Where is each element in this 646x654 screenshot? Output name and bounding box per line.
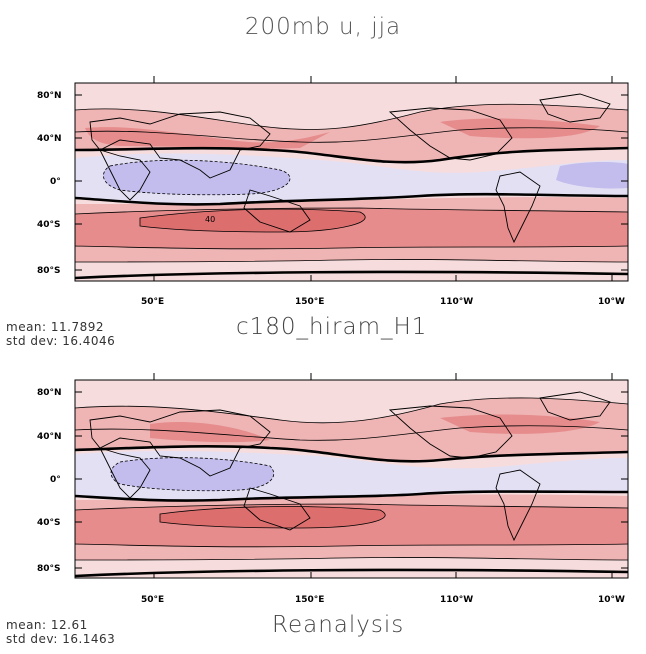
std-label-model: std dev: 16.4046 bbox=[6, 334, 116, 348]
y-tick-40n: 40°N bbox=[37, 134, 62, 144]
panel-subtitle-model: c180_hiram_H1 bbox=[236, 314, 428, 340]
x-tick-110w-2: 110°W bbox=[440, 595, 473, 605]
x-tick-10w-2: 10°W bbox=[598, 595, 625, 605]
x-tick-150e: 150°E bbox=[295, 297, 324, 307]
map-field-model: 40 bbox=[75, 83, 628, 281]
x-tick-10w: 10°W bbox=[598, 297, 625, 307]
std-label-reanalysis: std dev: 16.1463 bbox=[6, 632, 116, 646]
y-tick-80n-2: 80°N bbox=[37, 388, 62, 398]
y-tick-40s-2: 40°S bbox=[37, 518, 61, 528]
map-field-reanalysis bbox=[75, 380, 628, 578]
figure-title: 200mb u, jja bbox=[244, 14, 402, 40]
y-tick-40s: 40°S bbox=[37, 220, 61, 230]
map-ticks-reanalysis bbox=[75, 373, 628, 578]
y-tick-eq-2: 0° bbox=[50, 475, 61, 485]
x-tick-110w: 110°W bbox=[440, 297, 473, 307]
mean-label-model: mean: 11.7892 bbox=[6, 320, 105, 334]
map-frame-model bbox=[74, 82, 629, 282]
y-tick-80s-2: 80°S bbox=[37, 564, 61, 574]
x-tick-150e-2: 150°E bbox=[295, 595, 324, 605]
y-tick-eq: 0° bbox=[50, 177, 61, 187]
mean-label-reanalysis: mean: 12.61 bbox=[6, 618, 88, 632]
x-tick-50e: 50°E bbox=[141, 297, 164, 307]
contour-label-40: 40 bbox=[205, 215, 215, 224]
y-tick-40n-2: 40°N bbox=[37, 432, 62, 442]
x-tick-50e-2: 50°E bbox=[141, 595, 164, 605]
map-ticks-model bbox=[75, 76, 628, 281]
y-tick-80s: 80°S bbox=[37, 266, 61, 276]
panel-subtitle-reanalysis: Reanalysis bbox=[272, 612, 405, 638]
y-tick-80n: 80°N bbox=[37, 91, 62, 101]
